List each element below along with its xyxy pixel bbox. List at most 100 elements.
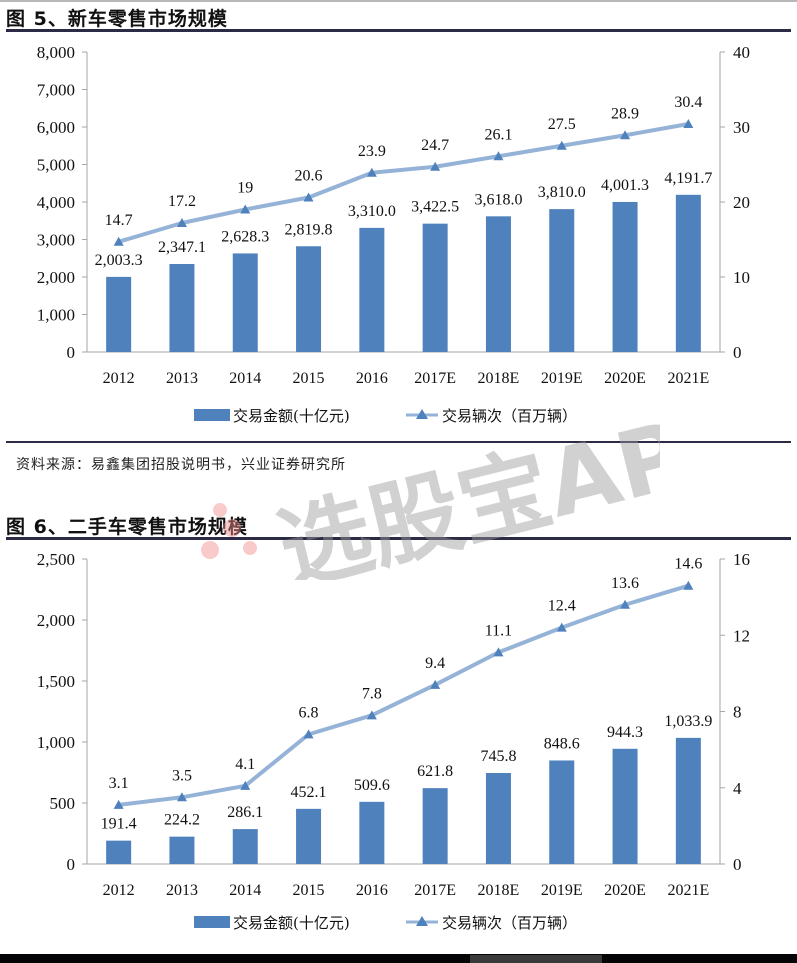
triangle-marker-icon <box>556 622 567 632</box>
bar-value-label: 286.1 <box>227 804 263 821</box>
line-value-label: 3.1 <box>109 775 129 792</box>
right-axis-tick-label: 0 <box>733 343 742 362</box>
triangle-marker-icon <box>366 710 377 720</box>
bar <box>296 246 322 352</box>
bar-value-label: 745.8 <box>480 748 516 765</box>
bottom-scrollbar[interactable] <box>0 954 797 963</box>
triangle-marker-icon <box>176 218 187 227</box>
x-axis-category-label: 2021E <box>667 370 709 387</box>
line-value-label: 13.6 <box>611 575 639 592</box>
x-axis-category-label: 2014 <box>229 370 261 387</box>
left-axis-tick-label: 5,000 <box>37 156 75 175</box>
x-axis-category-label: 2018E <box>478 882 520 899</box>
bar <box>675 194 701 352</box>
x-axis-category-label: 2014 <box>229 882 261 899</box>
x-axis-category-label: 2016 <box>356 882 388 899</box>
x-axis-category-label: 2013 <box>166 370 198 387</box>
triangle-marker-icon <box>240 204 251 214</box>
bar-value-label: 224.2 <box>164 812 200 829</box>
figure-6-title-rule <box>6 537 791 540</box>
figure-6-title: 图 6、二手车零售市场规模 <box>6 516 248 538</box>
figure-5-bottom-rule <box>6 441 791 443</box>
x-axis-category-label: 2019E <box>541 882 583 899</box>
legend-triangle-icon <box>416 916 428 926</box>
bar-value-label: 944.3 <box>607 724 643 741</box>
bar <box>485 773 511 864</box>
bar <box>549 209 575 352</box>
triangle-marker-icon <box>176 792 187 802</box>
right-axis-tick-label: 20 <box>733 193 750 212</box>
triangle-marker-icon <box>113 236 124 246</box>
bar <box>296 808 322 864</box>
line-value-label: 7.8 <box>362 685 382 702</box>
line-value-label: 14.7 <box>105 212 133 229</box>
x-axis-category-label: 2020E <box>604 882 646 899</box>
bar-value-label: 3,422.5 <box>411 199 459 216</box>
legend-bar-label: 交易金额(十亿元) <box>233 914 350 932</box>
triangle-marker-icon <box>113 799 124 809</box>
bar-value-label: 2,347.1 <box>158 239 206 256</box>
bar <box>485 216 511 352</box>
line-value-label: 17.2 <box>168 193 196 210</box>
x-axis-category-label: 2015 <box>293 370 325 387</box>
legend-triangle-icon <box>416 409 428 419</box>
triangle-marker-icon <box>683 119 694 128</box>
x-axis-category-label: 2017E <box>414 882 456 899</box>
right-axis-tick-label: 0 <box>733 855 742 874</box>
line-value-label: 30.4 <box>674 94 702 111</box>
line-value-label: 6.8 <box>299 704 319 721</box>
right-axis-tick-label: 10 <box>733 268 750 287</box>
left-axis-tick-label: 8,000 <box>37 43 75 62</box>
bar-value-label: 1,033.9 <box>664 713 712 730</box>
triangle-marker-icon <box>683 580 694 590</box>
bar <box>359 227 385 352</box>
line-value-label: 20.6 <box>295 168 323 185</box>
line-series <box>118 583 689 807</box>
right-axis-tick-label: 4 <box>733 779 742 798</box>
triangle-marker-icon <box>430 679 441 689</box>
left-axis-tick-label: 1,500 <box>37 672 75 691</box>
bar-value-label: 191.4 <box>101 816 137 833</box>
bar-value-label: 2,819.8 <box>285 221 333 238</box>
right-axis-tick-label: 40 <box>733 43 750 62</box>
line-value-label: 24.7 <box>421 137 449 154</box>
bar-value-label: 4,191.7 <box>664 170 712 187</box>
bar <box>675 737 701 864</box>
bar <box>232 829 258 864</box>
x-axis-category-label: 2012 <box>103 882 135 899</box>
right-axis-tick-label: 12 <box>733 626 750 645</box>
scrollbar-thumb[interactable] <box>470 955 602 963</box>
legend-bar-label: 交易金额(十亿元) <box>233 407 350 425</box>
legend-line-label: 交易辆次（百万辆） <box>442 914 577 932</box>
bar <box>422 788 448 864</box>
bar <box>422 223 448 352</box>
line-value-label: 19 <box>237 180 253 197</box>
x-axis-category-label: 2020E <box>604 370 646 387</box>
triangle-marker-icon <box>493 647 504 657</box>
x-axis-category-label: 2021E <box>667 882 709 899</box>
right-axis-tick-label: 30 <box>733 118 750 137</box>
line-value-label: 4.1 <box>235 756 255 773</box>
bar-value-label: 452.1 <box>291 784 327 801</box>
bar <box>612 201 638 352</box>
bar <box>232 253 258 352</box>
left-axis-tick-label: 1,000 <box>37 733 75 752</box>
bar-value-label: 3,810.0 <box>538 184 586 201</box>
figure-5-title-rule <box>6 29 791 32</box>
figure-5-source-note: 资料来源：易鑫集团招股说明书，兴业证券研究所 <box>16 457 346 473</box>
x-axis-category-label: 2012 <box>103 370 135 387</box>
bar-value-label: 621.8 <box>417 763 453 780</box>
bar <box>169 263 195 352</box>
triangle-marker-icon <box>430 161 441 171</box>
left-axis-tick-label: 0 <box>67 343 76 362</box>
line-value-label: 3.5 <box>172 767 192 784</box>
x-axis-category-label: 2018E <box>478 370 520 387</box>
triangle-marker-icon <box>240 780 251 790</box>
triangle-marker-icon <box>620 130 631 140</box>
x-axis-category-label: 2019E <box>541 370 583 387</box>
bar <box>106 276 132 352</box>
line-value-label: 28.9 <box>611 105 639 122</box>
right-axis-tick-label: 16 <box>733 550 750 569</box>
left-axis-tick-label: 2,000 <box>37 611 75 630</box>
